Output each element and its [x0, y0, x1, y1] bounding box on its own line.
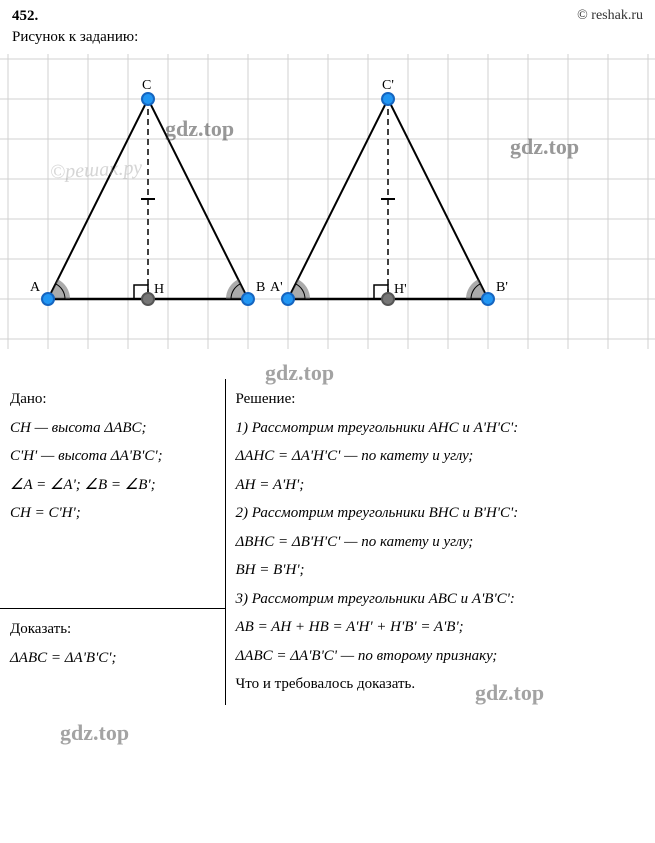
diagram: ABCHA'B'C'H' gdz.top gdz.top ©решак.ру [0, 54, 655, 349]
solution-line: BH = B'H'; [236, 556, 646, 585]
svg-text:C: C [142, 78, 151, 93]
solution-table: Дано: CH — высота ΔABC; C'H' — высота ΔA… [0, 379, 655, 705]
solution-title: Решение: [236, 385, 646, 414]
watermark-gdz: gdz.top [60, 720, 129, 746]
subtitle: Рисунок к заданию: [0, 29, 655, 54]
svg-text:B: B [256, 280, 265, 295]
svg-text:C': C' [382, 78, 394, 93]
solution-line: AH = A'H'; [236, 471, 646, 500]
solution-line: 1) Рассмотрим треугольники AHC и A'H'C': [236, 414, 646, 443]
solution-line: AB = AH + HB = A'H' + H'B' = A'B'; [236, 613, 646, 642]
problem-number: 452. [12, 8, 38, 25]
solution-line: 2) Рассмотрим треугольники BHC и B'H'C': [236, 499, 646, 528]
svg-text:A': A' [270, 280, 283, 295]
given-line: ∠A = ∠A'; ∠B = ∠B'; [10, 471, 215, 500]
svg-text:A: A [30, 280, 41, 295]
svg-text:B': B' [496, 280, 508, 295]
solution-line: ΔABC = ΔA'B'C' — по второму признаку; [236, 642, 646, 671]
svg-text:H': H' [394, 282, 407, 297]
solution-line: ΔBHC = ΔB'H'C' — по катету и углу; [236, 528, 646, 557]
given-title: Дано: [10, 385, 215, 414]
source-link: © reshak.ru [577, 8, 643, 25]
solution-line: 3) Рассмотрим треугольники ABC и A'B'C': [236, 585, 646, 614]
given-line: C'H' — высота ΔA'B'C'; [10, 442, 215, 471]
given-line: CH — высота ΔABC; [10, 414, 215, 443]
given-line: CH = C'H'; [10, 499, 215, 528]
prove-line: ΔABC = ΔA'B'C'; [10, 644, 215, 673]
prove-title: Доказать: [10, 615, 215, 644]
solution-line: Что и требовалось доказать. [236, 670, 646, 699]
svg-text:H: H [154, 282, 164, 297]
solution-line: ΔAHC = ΔA'H'C' — по катету и углу; [236, 442, 646, 471]
